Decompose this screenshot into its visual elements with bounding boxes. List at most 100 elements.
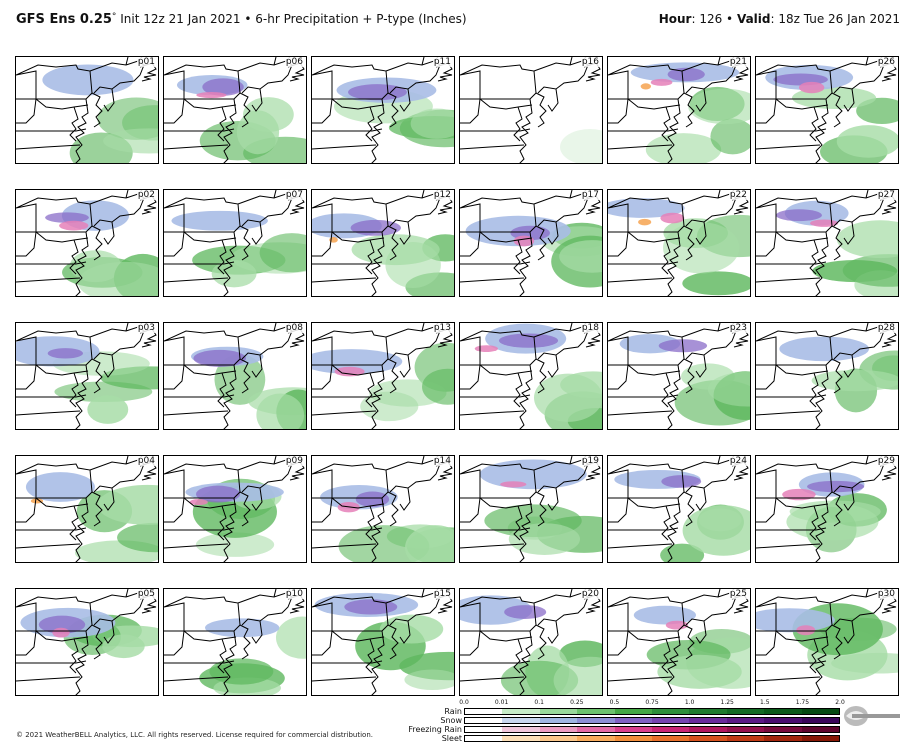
precip-map: [312, 456, 454, 562]
ensemble-panel-p18: p18: [459, 322, 603, 430]
legend-color-bar: [464, 726, 840, 733]
ensemble-panel-p02: p02: [15, 189, 159, 297]
panel-label: p16: [580, 57, 600, 67]
panel-label: p23: [728, 323, 748, 333]
panel-label: p21: [728, 57, 748, 67]
precip-map: [312, 190, 454, 296]
precip-map: [460, 57, 602, 163]
legend-tick: 0.75: [645, 699, 659, 706]
ensemble-panel-p05: p05: [15, 588, 159, 696]
ensemble-panel-grid: p01 p06 p11 p16 p21 p26 p02 p07 p12 p17 p22 p27 p03 p…: [15, 56, 905, 696]
ensemble-panel-p04: p04: [15, 455, 159, 563]
ensemble-panel-p24: p24: [607, 455, 751, 563]
legend-row-label: Snow: [440, 716, 462, 725]
ensemble-panel-p03: p03: [15, 322, 159, 430]
model-name: GFS Ens 0.25: [16, 12, 112, 27]
legend-row-snow: Snow: [410, 716, 840, 725]
legend-row-label: Sleet: [441, 734, 462, 743]
precip-map: [16, 456, 158, 562]
panel-label: p06: [284, 57, 304, 67]
title-separator: •: [240, 12, 256, 26]
panel-label: p26: [876, 57, 896, 67]
precip-map: [16, 323, 158, 429]
legend-tick: 2.0: [835, 699, 845, 706]
precip-map: [16, 190, 158, 296]
legend-row-label: Rain: [444, 707, 462, 716]
valid-value: : 18z Tue 26 Jan 2021: [770, 12, 901, 26]
product-name: 6-hr Precipitation + P-type (Inches): [255, 12, 467, 26]
panel-label: p11: [432, 57, 452, 67]
ensemble-panel-p19: p19: [459, 455, 603, 563]
ensemble-panel-p13: p13: [311, 322, 455, 430]
precip-map: [460, 323, 602, 429]
precip-map: [164, 190, 306, 296]
weatherbell-logo-icon: [842, 702, 902, 732]
ensemble-panel-p26: p26: [755, 56, 899, 164]
precip-map: [460, 589, 602, 695]
header: GFS Ens 0.25° Init 12z 21 Jan 2021 • 6-h…: [0, 0, 914, 36]
valid-label: Valid: [736, 12, 771, 26]
precip-map: [312, 57, 454, 163]
precip-map: [756, 57, 898, 163]
legend-row-freezing-rain: Freezing Rain: [408, 725, 840, 734]
precip-map: [756, 456, 897, 562]
legend-tick: 1.25: [720, 699, 734, 706]
panel-label: p10: [284, 589, 304, 599]
panel-label: p20: [580, 589, 600, 599]
precip-map: [164, 589, 306, 695]
panel-label: p13: [432, 323, 452, 333]
precip-map: [608, 57, 750, 163]
ensemble-panel-p06: p06: [163, 56, 307, 164]
valid-time: Hour: 126 • Valid: 18z Tue 26 Jan 2021: [659, 12, 900, 26]
hour-value: : 126: [691, 12, 723, 26]
precip-map: [312, 589, 454, 695]
ensemble-panel-p15: p15: [311, 588, 455, 696]
legend-row-label: Freezing Rain: [408, 725, 462, 734]
precip-map: [164, 456, 305, 562]
precip-map: [16, 589, 158, 695]
precip-map: [16, 57, 158, 163]
ensemble-panel-p09: p09: [163, 455, 307, 563]
panel-label: p05: [136, 589, 156, 599]
panel-label: p09: [284, 456, 304, 466]
ensemble-panel-p21: p21: [607, 56, 751, 164]
ensemble-panel-p01: p01: [15, 56, 159, 164]
ensemble-panel-p29: p29: [755, 455, 899, 563]
legend-row-rain: Rain: [410, 707, 840, 716]
legend-tick: 0.5: [609, 699, 620, 706]
precip-map: [460, 456, 602, 562]
ptype-legend: 0.0 0.01 0.1 0.25 0.5 0.75 1.0 1.25 1.5 1.75 2.0 R…: [408, 699, 845, 747]
precip-map: [164, 323, 306, 429]
ensemble-panel-p25: p25: [607, 588, 751, 696]
ensemble-panel-p14: p14: [311, 455, 455, 563]
ensemble-panel-p07: p07: [163, 189, 307, 297]
panel-label: p14: [432, 456, 452, 466]
legend-tick: 0.0: [459, 699, 469, 706]
panel-label: p19: [580, 456, 600, 466]
legend-tick: 0.1: [534, 699, 544, 706]
panel-label: p27: [876, 190, 896, 200]
legend-color-bar: [464, 735, 840, 742]
panel-label: p30: [876, 589, 896, 599]
panel-label: p29: [876, 456, 896, 466]
precip-map: [312, 323, 454, 429]
ensemble-panel-p30: p30: [755, 588, 899, 696]
panel-label: p15: [432, 589, 452, 599]
ensemble-panel-p12: p12: [311, 189, 455, 297]
legend-ticks: 0.0 0.01 0.1 0.25 0.5 0.75 1.0 1.25 1.5 1.75 2.0: [459, 699, 845, 707]
panel-label: p02: [136, 190, 156, 200]
panel-label: p17: [580, 190, 600, 200]
ensemble-panel-p08: p08: [163, 322, 307, 430]
ensemble-panel-p23: p23: [607, 322, 751, 430]
legend-color-bar: [464, 717, 840, 724]
precip-map: [756, 190, 898, 296]
ensemble-panel-p22: p22: [607, 189, 751, 297]
legend-tick: 1.5: [760, 699, 770, 706]
ensemble-panel-p27: p27: [755, 189, 899, 297]
ensemble-panel-p17: p17: [459, 189, 603, 297]
degree-sign: °: [111, 12, 117, 22]
panel-label: p28: [876, 323, 896, 333]
panel-label: p25: [728, 589, 748, 599]
precip-map: [608, 589, 750, 695]
ensemble-panel-p16: p16: [459, 56, 603, 164]
